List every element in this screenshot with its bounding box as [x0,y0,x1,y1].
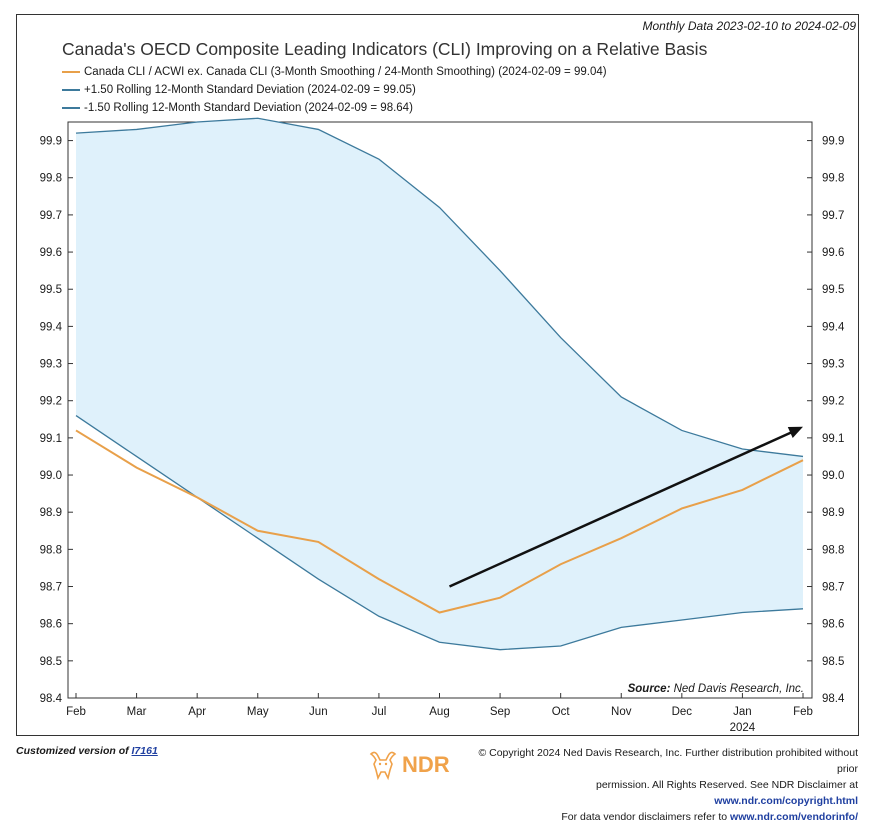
y-tick-label-right: 99.1 [822,433,844,445]
legend-swatch-orange [62,71,80,73]
y-tick-label-right: 99.8 [822,173,844,185]
y-tick-label-left: 99.7 [40,210,62,222]
y-tick-label-right: 98.9 [822,507,844,519]
x-tick-label: May [247,706,269,718]
legend-label: +1.50 Rolling 12-Month Standard Deviatio… [84,84,416,96]
copyright-line-3-text: For data vendor disclaimers refer to [561,811,731,823]
copyright-line-3: For data vendor disclaimers refer to www… [458,809,858,825]
source-text: Ned Davis Research, Inc. [674,683,804,695]
y-tick-label-left: 99.6 [40,247,62,259]
vendor-info-link[interactable]: www.ndr.com/vendorinfo/ [730,811,858,823]
x-tick-label: Nov [611,706,632,718]
date-range: Monthly Data 2023-02-10 to 2024-02-09 [642,19,856,33]
y-tick-label-left: 99.1 [40,433,62,445]
customized-version-note: Customized version of I7161 [16,745,158,757]
y-tick-label-left: 98.9 [40,507,62,519]
x-year-label: 2024 [730,722,756,734]
legend-item-canada-cli: Canada CLI / ACWI ex. Canada CLI (3-Mont… [62,66,607,78]
y-tick-label-left: 99.8 [40,173,62,185]
y-tick-label-left: 99.9 [40,136,62,148]
x-tick-label: Jul [372,706,387,718]
copyright-line-2: permission. All Rights Reserved. See NDR… [458,777,858,809]
y-tick-label-right: 98.5 [822,656,844,668]
chart-frame [16,14,859,736]
y-tick-label-right: 98.7 [822,582,844,594]
chart-title: Canada's OECD Composite Leading Indicato… [62,39,708,59]
x-tick-label: Aug [429,706,449,718]
x-tick-label: Feb [66,706,86,718]
source-note: Source: Ned Davis Research, Inc. [628,683,804,695]
x-tick-label: Dec [672,706,693,718]
legend-swatch-blue [62,89,80,91]
y-tick-label-left: 98.6 [40,619,62,631]
y-tick-label-left: 99.4 [40,321,63,333]
y-tick-label-right: 99.9 [822,136,844,148]
copyright-line-1: © Copyright 2024 Ned Davis Research, Inc… [478,747,858,775]
y-tick-label-right: 98.4 [822,693,845,705]
legend-item-plus-std: +1.50 Rolling 12-Month Standard Deviatio… [62,84,416,96]
copyright-line-2-text: permission. All Rights Reserved. See NDR… [595,779,858,791]
std-dev-band [76,118,803,650]
x-tick-label: Apr [188,706,206,718]
source-label: Source: [628,683,674,695]
copyright-link[interactable]: www.ndr.com/copyright.html [714,795,858,807]
y-tick-label-left: 99.0 [40,470,62,482]
bull-icon [369,751,397,781]
y-tick-label-left: 98.8 [40,544,62,556]
copyright-notice: © Copyright 2024 Ned Davis Research, Inc… [458,745,858,825]
y-tick-label-right: 99.5 [822,284,844,296]
trend-arrow-head [787,426,803,438]
x-tick-label: Feb [793,706,813,718]
y-tick-label-left: 99.2 [40,396,62,408]
ndr-logo: NDR [368,748,450,782]
customized-prefix: Customized version of [16,745,132,757]
legend-label: Canada CLI / ACWI ex. Canada CLI (3-Mont… [84,66,607,78]
y-tick-label-left: 99.5 [40,284,62,296]
legend-label: -1.50 Rolling 12-Month Standard Deviatio… [84,102,413,114]
chart-id-link[interactable]: I7161 [131,745,158,757]
y-tick-label-left: 98.4 [40,693,63,705]
x-tick-label: Oct [552,706,571,718]
y-tick-label-left: 98.7 [40,582,62,594]
y-tick-label-right: 99.0 [822,470,844,482]
y-tick-label-right: 99.6 [822,247,844,259]
y-tick-label-right: 98.6 [822,619,844,631]
y-tick-label-right: 99.7 [822,210,844,222]
legend-item-minus-std: -1.50 Rolling 12-Month Standard Deviatio… [62,102,413,114]
trend-arrow-shaft [448,429,796,588]
y-tick-label-left: 99.3 [40,359,62,371]
ndr-logo-text: NDR [402,752,450,777]
y-tick-label-right: 99.3 [822,359,844,371]
y-tick-label-right: 98.8 [822,544,844,556]
x-tick-label: Jan [733,706,752,718]
x-tick-label: Jun [309,706,328,718]
series-line-0 [75,429,804,614]
x-tick-label: Mar [127,706,147,718]
legend-swatch-blue [62,107,80,109]
y-tick-label-right: 99.2 [822,396,844,408]
y-tick-label-left: 98.5 [40,656,62,668]
y-tick-label-right: 99.4 [822,321,845,333]
x-tick-label: Sep [490,706,510,718]
series-line-1 [75,117,804,458]
